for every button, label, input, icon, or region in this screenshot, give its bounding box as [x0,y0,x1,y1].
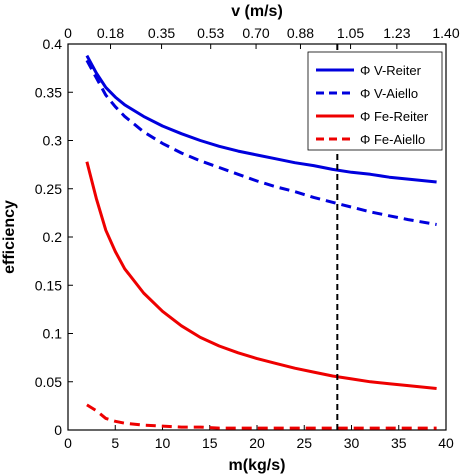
series-line-4 [86,403,437,430]
y-axis-title: efficiency [1,200,18,274]
x2-tick-label: 1.05 [337,25,364,41]
x2-tick-label: 0.70 [242,25,269,41]
legend-label: Φ Fe-Reiter [360,109,429,124]
x2-tick-label: 0 [64,25,72,41]
left-axis-ticks: 0 0.05 0.1 0.15 0.2 0.25 0.3 0.35 0.4 [35,36,73,438]
y-tick-label: 0.05 [35,374,62,390]
top-axis-ticks: 0 0.18 0.35 0.53 0.70 0.88 1.05 1.23 1.40 [64,25,460,49]
y-tick-label: 0.25 [35,181,62,197]
y-tick-label: 0.1 [43,326,63,342]
x-tick-label: 40 [438,435,454,451]
x2-tick-label: 0.88 [287,25,314,41]
legend-label: Φ V-Aiello [360,86,418,101]
x-tick-label: 30 [344,435,360,451]
series-layer [85,54,437,430]
legend-box [307,51,443,151]
x2-tick-label: 0.35 [148,25,175,41]
x2-tick-label: 1.40 [432,25,459,41]
y-tick-label: 0.15 [35,277,62,293]
y-tick-label: 0.4 [43,36,63,52]
x-tick-label: 20 [249,435,265,451]
bottom-axis-ticks: 0 5 10 15 20 25 30 35 40 [64,425,454,451]
legend-label: Φ Fe-Aiello [360,132,425,147]
legend-label: Φ V-Reiter [360,63,422,78]
x-tick-label: 10 [155,435,171,451]
series-line-2 [85,59,437,226]
x2-tick-label: 1.23 [383,25,410,41]
series-line-1 [85,54,437,184]
x-tick-label: 15 [202,435,218,451]
series-line-3 [85,161,437,390]
y-tick-label: 0 [54,422,62,438]
y-tick-label: 0.35 [35,84,62,100]
x-tick-label: 5 [111,435,119,451]
x-axis-title: m(kg/s) [229,457,286,474]
x2-axis-title: v (m/s) [231,3,283,20]
x-tick-label: 35 [391,435,407,451]
y-tick-label: 0.2 [43,229,63,245]
x2-tick-label: 0.18 [97,25,124,41]
legend: Φ V-Reiter Φ V-Aiello Φ Fe-Reiter Φ Fe-Aiel… [307,51,443,151]
y-tick-label: 0.3 [43,133,63,149]
x-tick-label: 25 [296,435,312,451]
x2-tick-label: 0.53 [197,25,224,41]
x-tick-label: 0 [64,435,72,451]
